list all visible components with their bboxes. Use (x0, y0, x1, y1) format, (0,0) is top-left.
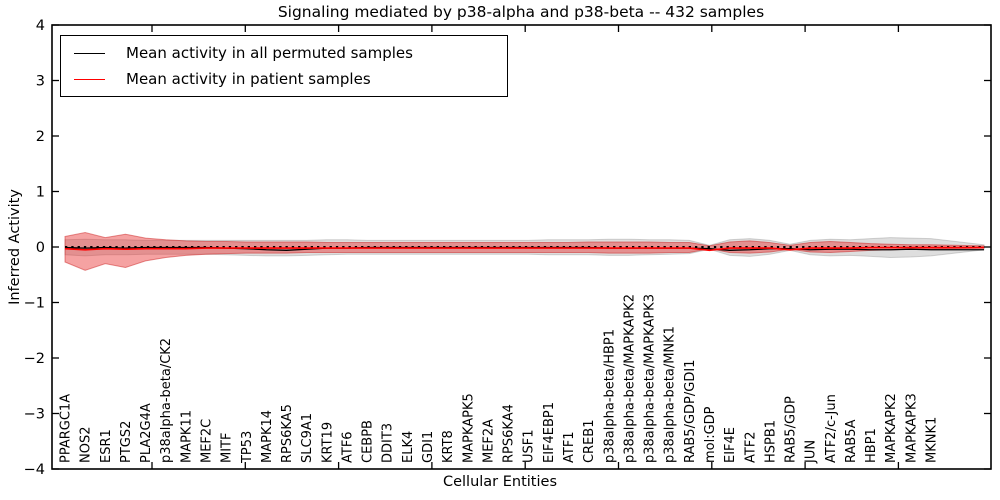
legend: Mean activity in all permuted samples Me… (60, 35, 508, 97)
x-category-label: ESR1 (99, 429, 114, 463)
y-tick-label: −1 (24, 296, 45, 312)
y-tick-label: −2 (24, 351, 45, 367)
legend-line-sample-black (74, 52, 105, 54)
x-category-label: EIF4E (723, 427, 738, 463)
chart-title: Signaling mediated by p38-alpha and p38-… (277, 3, 765, 21)
x-category-label: NOS2 (79, 427, 94, 463)
y-tick-label: 4 (36, 18, 45, 34)
x-category-label: ELK4 (401, 431, 416, 463)
x-category-label: GDI1 (421, 431, 436, 463)
x-category-label: RPS6KA4 (502, 404, 517, 463)
x-category-label: ATF6 (340, 431, 355, 463)
x-category-label: MAPK14 (260, 410, 275, 463)
legend-line-sample-red (74, 78, 105, 80)
x-category-label: MKNK1 (925, 417, 940, 463)
x-category-label: p38alpha-beta/MAPKAPK2 (622, 294, 637, 463)
x-category-label: MAPKAPK3 (904, 393, 919, 463)
band-patient-range (64, 232, 985, 271)
x-category-label: MEF2A (481, 419, 496, 463)
x-category-label: p38alpha-beta/MNK1 (663, 326, 678, 463)
x-category-label: MEF2C (199, 419, 214, 463)
x-category-label: HBP1 (864, 428, 879, 463)
y-tick-label: 2 (36, 129, 45, 145)
x-category-label: mol:GDP (703, 406, 718, 463)
y-tick-label: 1 (36, 185, 45, 201)
x-category-label: TP53 (240, 431, 255, 464)
x-category-label: MITF (220, 433, 235, 463)
x-category-label: KRT8 (441, 430, 456, 463)
x-category-label: JUN (804, 440, 819, 464)
x-category-label: USF1 (522, 429, 537, 463)
x-category-label: ATF2/c-Jun (824, 394, 839, 463)
legend-label: Mean activity in all permuted samples (126, 44, 413, 62)
legend-item-permuted: Mean activity in all permuted samples (74, 40, 507, 66)
x-category-label: p38alpha-beta/CK2 (159, 338, 174, 463)
x-category-label: ATF1 (562, 431, 577, 463)
x-category-label: RPS6KA5 (280, 404, 295, 463)
x-category-label: MAPKAPK2 (884, 393, 899, 463)
x-category-label: RAB5/GDP/GDI1 (683, 360, 698, 463)
x-category-label: PLA2G4A (139, 403, 154, 463)
x-category-label: SLC9A1 (300, 413, 315, 463)
x-category-label: MAPK11 (179, 410, 194, 463)
y-tick-label: 3 (36, 74, 45, 90)
y-tick-label: −3 (24, 407, 45, 423)
x-category-label: DDIT3 (381, 423, 396, 463)
x-category-label: p38alpha-beta/MAPKAPK3 (643, 294, 658, 463)
x-category-label: EIF4EBP1 (542, 402, 557, 463)
x-category-label: HSPB1 (763, 420, 778, 463)
y-tick-label: 0 (36, 240, 45, 256)
x-axis-title: Cellular Entities (442, 474, 558, 490)
y-tick-label: −4 (24, 462, 45, 478)
x-category-label: PTGS2 (119, 421, 134, 463)
x-category-label: CREB1 (582, 419, 597, 463)
x-category-label: RAB5/GDP (784, 396, 799, 463)
x-category-label: ATF2 (743, 431, 758, 463)
x-category-label: PPARGC1A (59, 394, 74, 463)
line-patient-mean (64, 246, 984, 252)
axes-frame (51, 24, 992, 470)
x-category-label: p38alpha-beta/HBP1 (602, 329, 617, 463)
x-category-label: MAPKAPK5 (461, 393, 476, 463)
x-category-label: KRT19 (320, 422, 335, 463)
legend-label: Mean activity in patient samples (126, 70, 371, 88)
x-category-label: RAB5A (844, 419, 859, 463)
x-category-label: CEBPB (361, 420, 376, 463)
legend-item-patient: Mean activity in patient samples (74, 66, 507, 92)
